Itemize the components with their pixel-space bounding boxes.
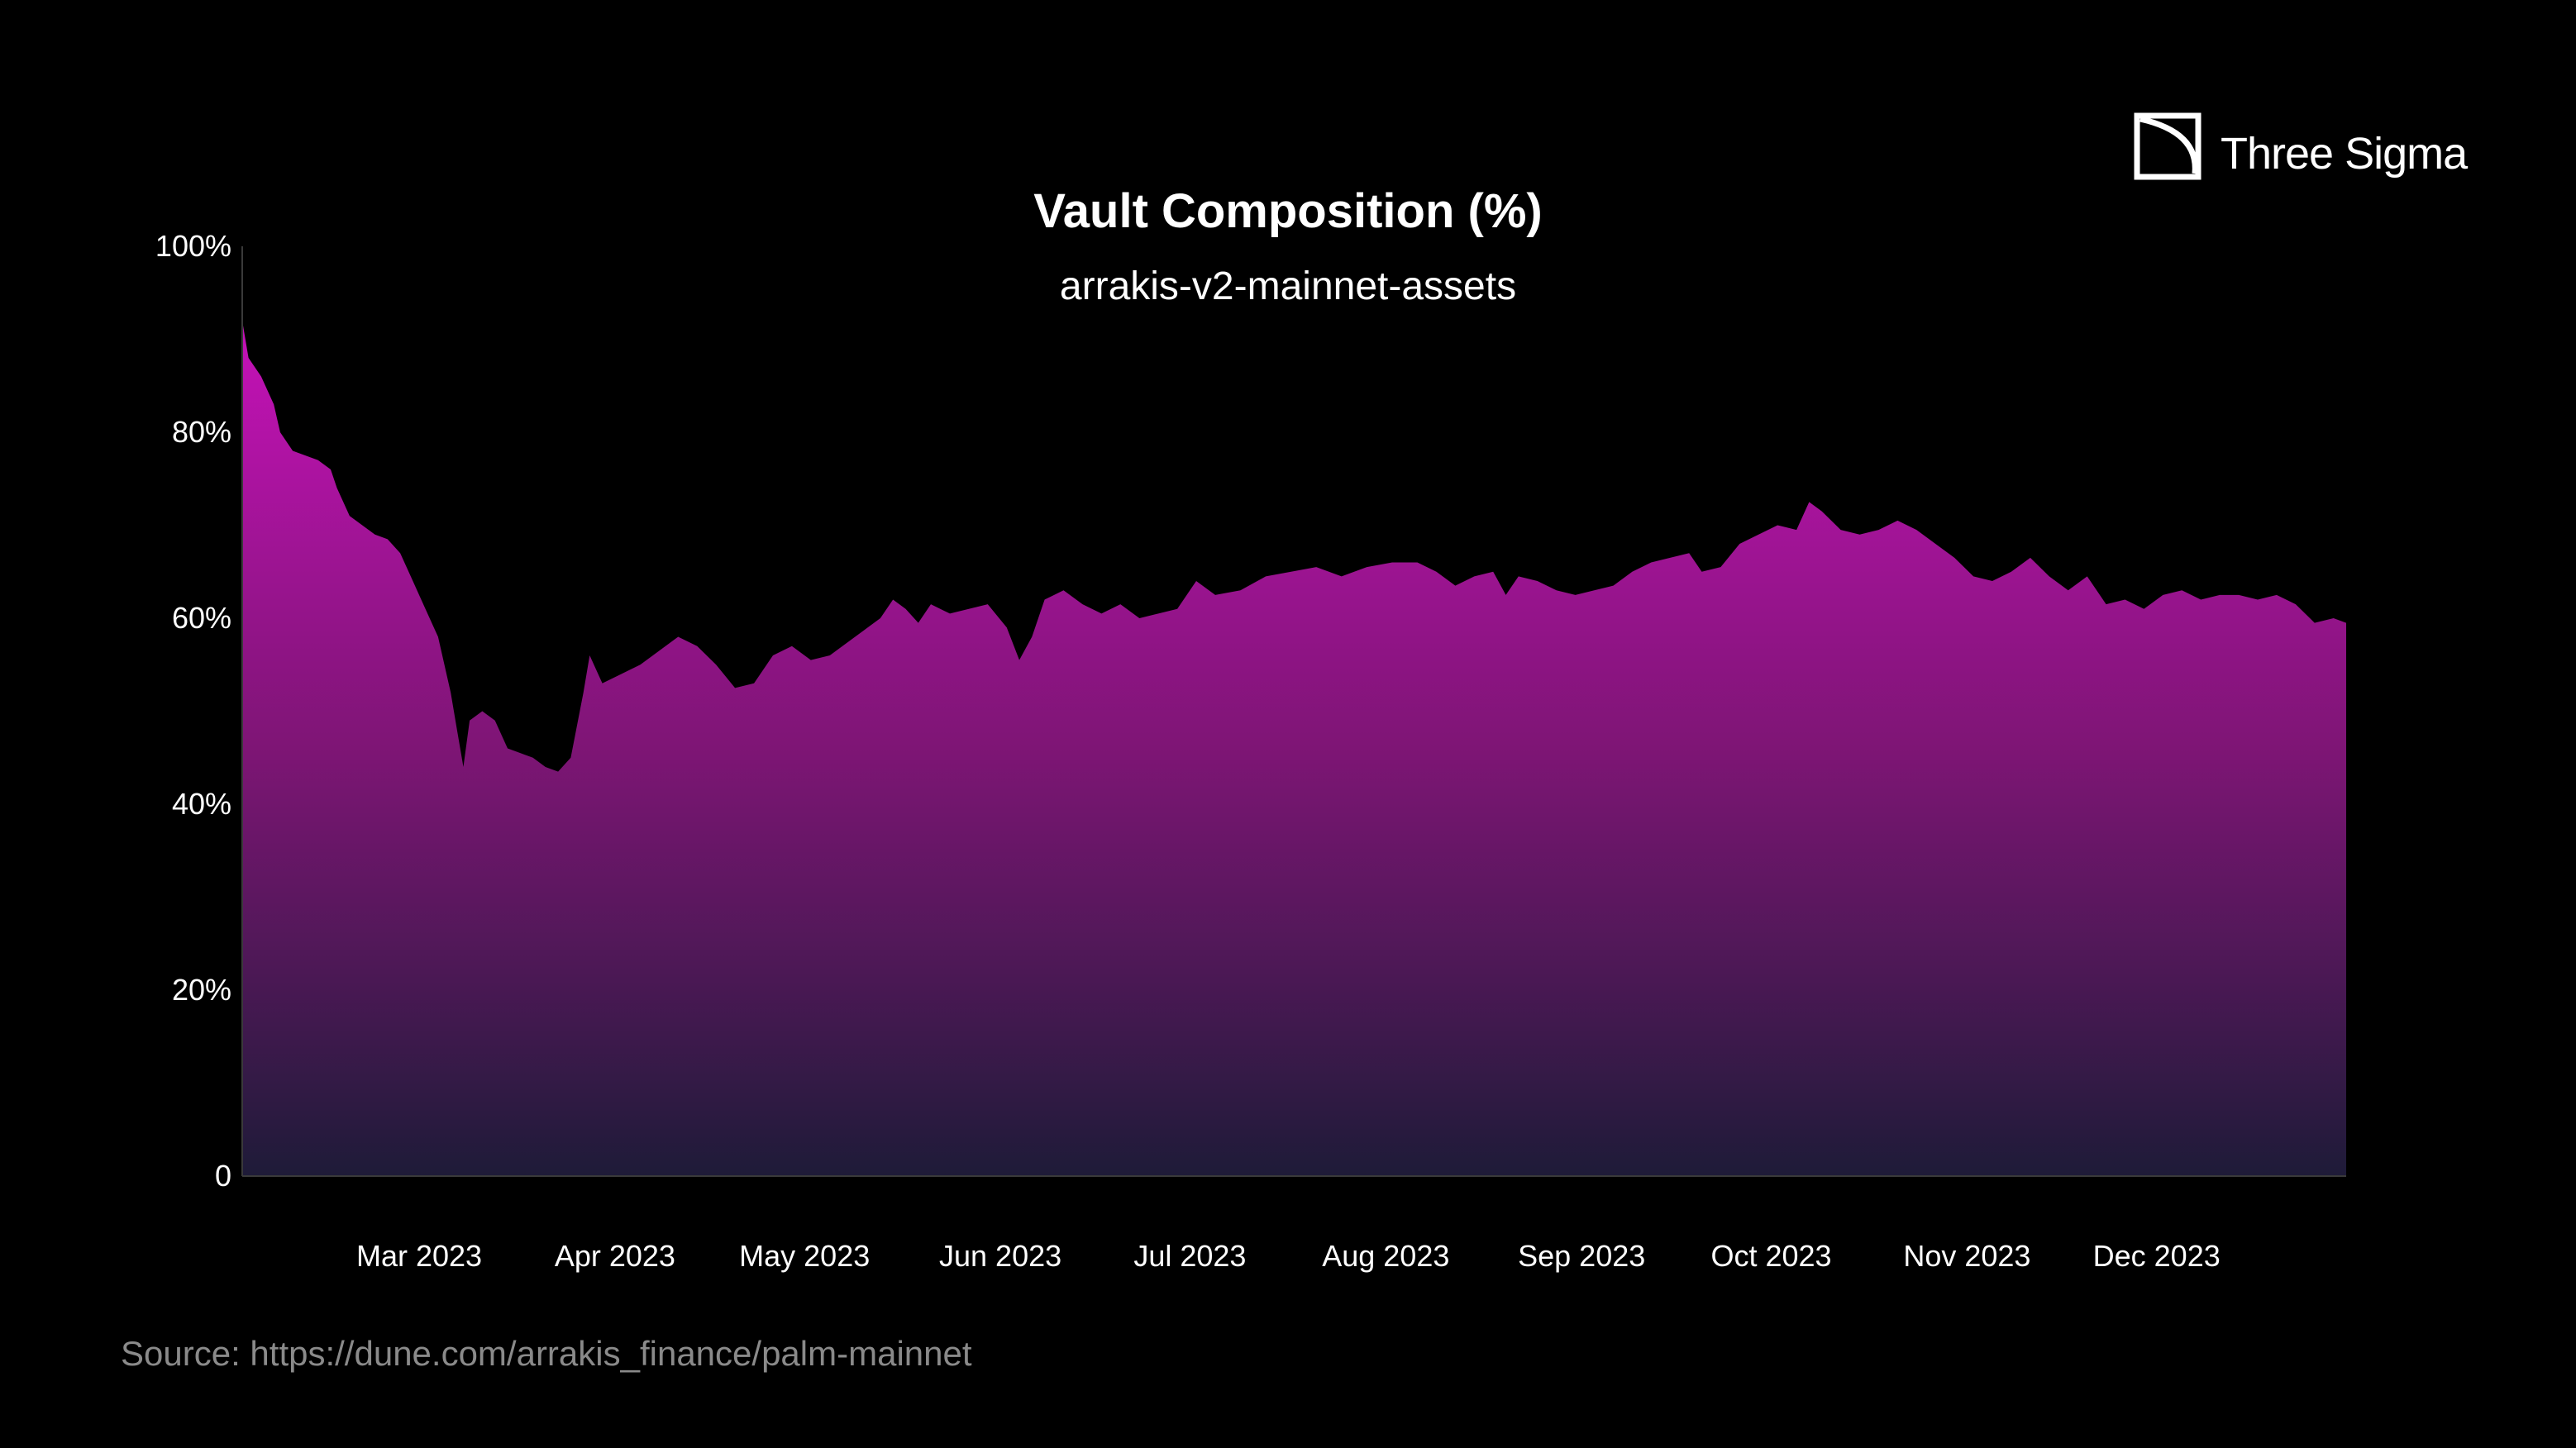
y-tick-label: 40%	[172, 787, 231, 821]
x-tick-label: Dec 2023	[2093, 1239, 2221, 1273]
brand-name: Three Sigma	[2221, 129, 2469, 179]
x-tick-label: May 2023	[739, 1239, 870, 1273]
x-tick-label: Apr 2023	[555, 1239, 675, 1273]
y-tick-label: 20%	[172, 973, 231, 1007]
x-tick-label: Oct 2023	[1710, 1239, 1831, 1273]
chart-subtitle: arrakis-v2-mainnet-assets	[1060, 264, 1516, 308]
y-tick-label: 60%	[172, 601, 231, 635]
x-tick-label: Aug 2023	[1322, 1239, 1449, 1273]
y-tick-label: 80%	[172, 415, 231, 449]
x-tick-label: Jun 2023	[939, 1239, 1061, 1273]
area-series	[242, 321, 2346, 1176]
x-tick-label: Nov 2023	[1903, 1239, 2030, 1273]
x-tick-label: Sep 2023	[1518, 1239, 1645, 1273]
x-tick-label: Jul 2023	[1133, 1239, 1246, 1273]
three-sigma-logo-icon	[2134, 112, 2202, 180]
x-tick-labels: Mar 2023 Apr 2023 May 2023 Jun 2023 Jul 2023…	[356, 1239, 2221, 1273]
y-tick-label: 0	[215, 1159, 231, 1193]
chart-title: Vault Composition (%)	[1033, 184, 1542, 238]
x-tick-label: Mar 2023	[356, 1239, 482, 1273]
y-tick-label: 100%	[155, 229, 231, 263]
y-tick-labels: 0 20% 40% 60% 80% 100%	[155, 229, 231, 1193]
source-text: Source: https://dune.com/arrakis_finance…	[121, 1334, 972, 1373]
